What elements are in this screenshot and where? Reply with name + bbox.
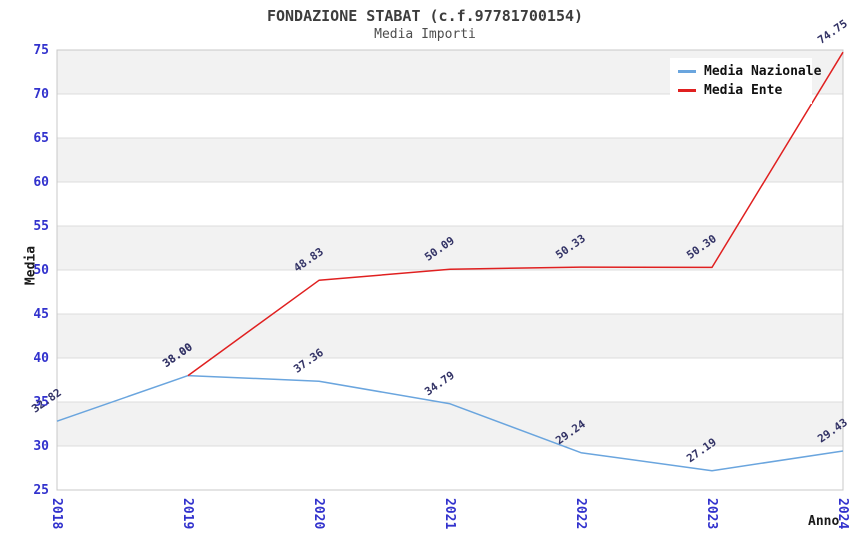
y-tick-label: 40 <box>33 351 49 366</box>
series-line <box>187 51 844 377</box>
legend-item-media-nazionale: Media Nazionale <box>670 64 821 79</box>
x-axis-label: Anno <box>808 514 840 529</box>
plot-band <box>57 138 843 182</box>
legend-swatch-red-line-icon <box>678 89 696 92</box>
y-tick-label: 70 <box>33 87 49 102</box>
x-tick-label: 2022 <box>573 498 588 529</box>
y-axis-label: Media <box>23 245 39 286</box>
x-tick-label: 2020 <box>311 498 326 529</box>
y-tick-label: 45 <box>33 307 49 322</box>
plot-band <box>57 270 843 314</box>
x-tick-label: 2018 <box>49 498 64 529</box>
legend-label: Media Ente <box>704 83 783 98</box>
data-label: 74.75 <box>815 17 850 47</box>
plot-band <box>57 182 843 226</box>
plot-band <box>57 402 843 446</box>
y-tick-label: 65 <box>33 131 49 146</box>
legend-item-media-ente: Media Ente <box>670 83 812 98</box>
y-tick-label: 25 <box>33 483 49 498</box>
x-tick-label: 2023 <box>704 498 719 529</box>
plot-band <box>57 358 843 402</box>
y-tick-label: 30 <box>33 439 49 454</box>
plot-band <box>57 314 843 358</box>
legend-swatch-blue-line-icon <box>678 70 696 73</box>
chart-subtitle: Media Importi <box>374 27 476 42</box>
plot-border <box>56 49 844 491</box>
y-tick-label: 75 <box>33 43 49 58</box>
x-tick-label: 2019 <box>180 498 195 529</box>
plot-band <box>57 446 843 490</box>
plot-band <box>57 226 843 270</box>
y-tick-label: 35 <box>33 395 49 410</box>
y-tick-label: 55 <box>33 219 49 234</box>
legend-label: Media Nazionale <box>704 64 822 79</box>
chart-title: FONDAZIONE STABAT (c.f.97781700154) <box>266 7 584 25</box>
x-tick-label: 2024 <box>835 498 850 529</box>
y-tick-label: 60 <box>33 175 49 190</box>
y-tick-label: 50 <box>33 263 49 278</box>
legend: Media Nazionale Media Ente <box>670 58 821 104</box>
x-tick-label: 2021 <box>442 498 457 529</box>
